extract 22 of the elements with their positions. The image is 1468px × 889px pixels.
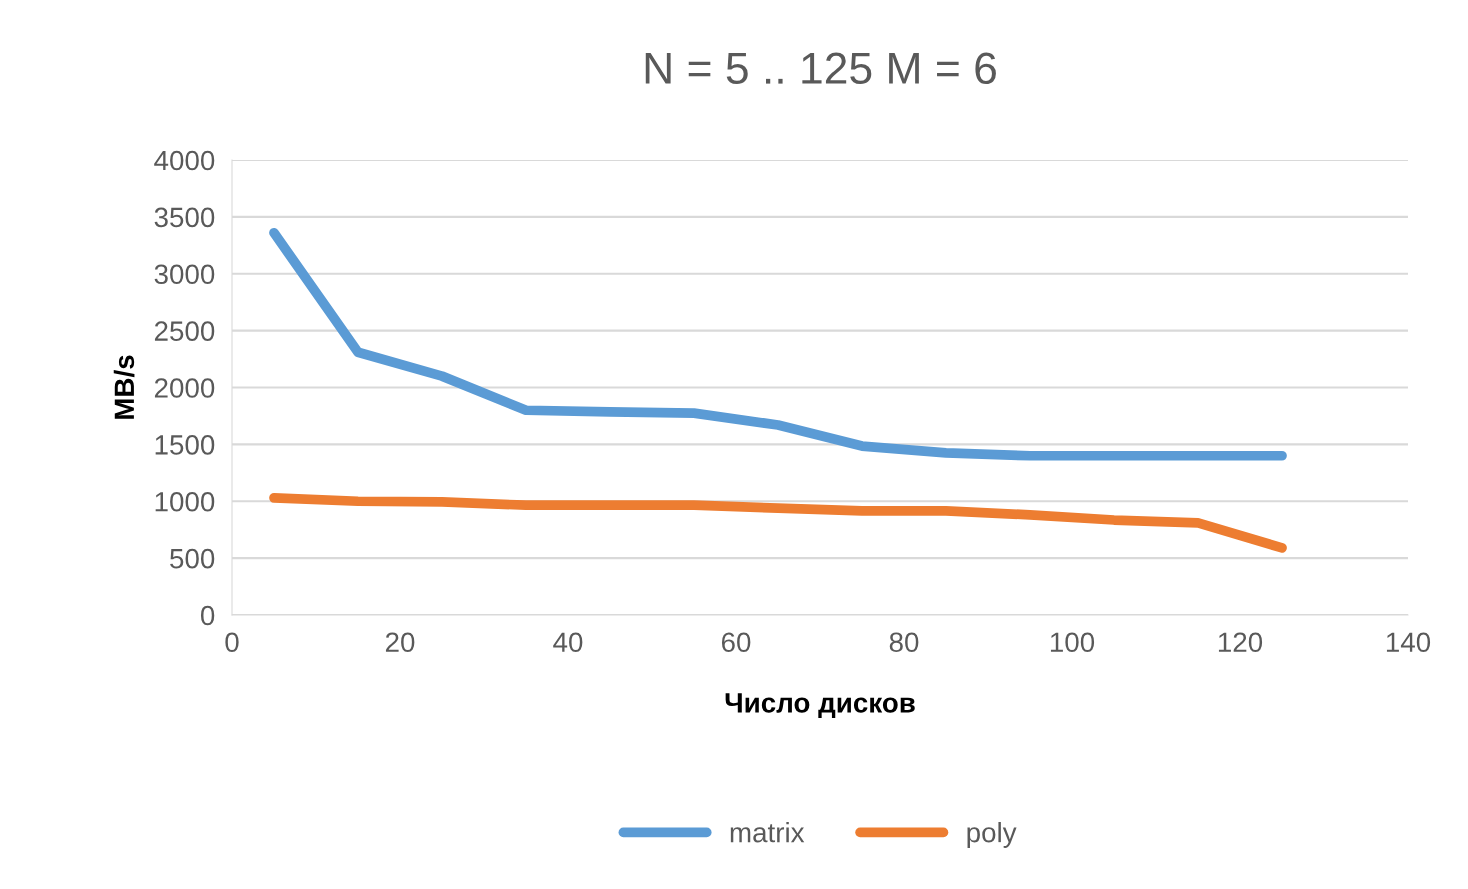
x-tick-label: 100 [1050,632,1095,653]
y-tick-label: 1000 [155,491,215,512]
legend-label: matrix [730,822,805,843]
x-tick-label: 40 [553,632,583,653]
y-tick-label: 3000 [154,264,215,285]
chart-title: N = 5 .. 125 M = 6 [645,52,996,85]
x-tick-label: 80 [889,632,919,653]
x-tick-label: 120 [1218,632,1263,653]
x-tick-label: 0 [225,632,239,653]
y-tick-label: 4000 [154,150,215,171]
x-tick-label: 60 [721,632,751,653]
y-tick-label: 0 [200,605,215,626]
y-tick-label: 3500 [154,207,215,228]
y-tick-label: 2500 [154,321,215,341]
y-tick-label: 2000 [154,378,215,398]
y-axis-title: MB/s [113,355,135,419]
x-tick-label: 140 [1386,632,1431,653]
y-tick-label: 500 [170,548,215,569]
x-axis-title: Число дисков [725,693,915,718]
x-tick-label: 20 [385,632,415,653]
legend-label: poly [967,822,1017,848]
y-tick-label: 1500 [155,435,215,455]
